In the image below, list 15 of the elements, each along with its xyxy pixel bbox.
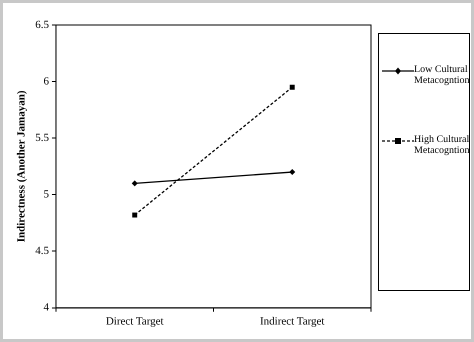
point — [132, 180, 138, 186]
y-tick-label: 4 — [43, 302, 50, 314]
point — [289, 169, 296, 176]
y-tick-label: 6 — [43, 75, 50, 88]
legend-label: High Cultural Metacogntion — [414, 134, 470, 156]
y-tick-label: 5 — [43, 188, 50, 201]
point — [132, 212, 138, 218]
legend-label: Low Cultural Metacogntion — [414, 64, 470, 86]
x-tick-label: Direct Target — [106, 315, 164, 328]
y-tick-label: 5.5 — [35, 132, 50, 144]
point — [290, 84, 295, 90]
y-axis-title: Indirectness (Another Jamayan) — [15, 90, 28, 242]
y-tick-label: 6.5 — [35, 18, 50, 31]
y-tick-label: 4.5 — [35, 245, 50, 258]
x-tick-label: Indirect Target — [260, 315, 324, 328]
